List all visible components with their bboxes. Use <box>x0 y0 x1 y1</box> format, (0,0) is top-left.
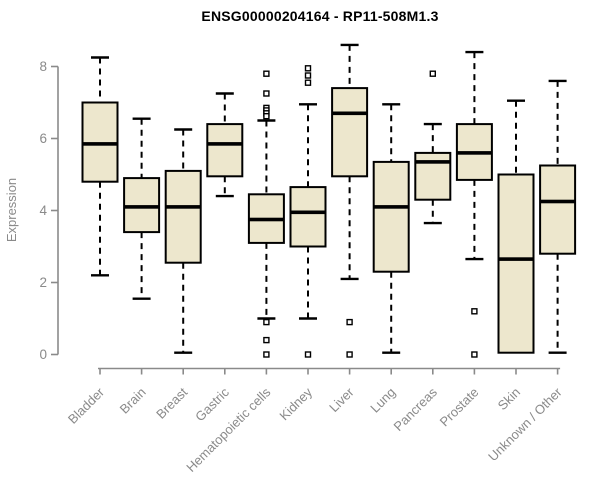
outlier-point <box>471 351 478 358</box>
x-label-pancreas: Pancreas <box>390 384 440 434</box>
box-kidney <box>289 65 327 358</box>
box-lung <box>372 103 410 354</box>
box-gastric <box>206 92 244 198</box>
iqr-box <box>206 123 244 178</box>
median-line <box>373 205 409 209</box>
y-tick-label-4: 4 <box>39 203 47 218</box>
iqr-box <box>164 169 202 264</box>
x-label-breast: Breast <box>153 384 190 421</box>
median-line <box>207 142 243 146</box>
x-label-lung: Lung <box>367 385 398 416</box>
iqr-box <box>539 164 577 255</box>
outlier-point <box>346 351 353 358</box>
median-line <box>332 111 368 116</box>
outlier-point <box>263 90 270 97</box>
chart-title: ENSG00000204164 - RP11-508M1.3 <box>201 8 439 24</box>
box-unknown-other <box>539 79 577 354</box>
y-tick-label-6: 6 <box>39 131 47 146</box>
median-line <box>415 160 451 164</box>
y-axis-label: Expression <box>4 178 19 242</box>
outlier-point <box>263 351 270 358</box>
outlier-point <box>346 318 353 326</box>
median-line <box>165 205 201 209</box>
x-label-prostate: Prostate <box>437 385 482 430</box>
outlier-point <box>304 72 312 79</box>
box-breast <box>164 128 202 354</box>
median-line <box>498 257 534 261</box>
x-label-liver: Liver <box>326 384 357 415</box>
y-tick-label-2: 2 <box>39 275 47 290</box>
box-hematopoietic-cells <box>247 70 285 358</box>
box-skin <box>497 99 535 354</box>
box-bladder <box>81 56 119 277</box>
x-label-bladder: Bladder <box>65 384 108 427</box>
iqr-box <box>372 160 410 273</box>
box-pancreas <box>414 70 452 225</box>
outlier-point <box>263 70 270 77</box>
x-label-unknown-other: Unknown / Other <box>485 384 565 464</box>
outlier-point <box>471 308 478 315</box>
median-line <box>248 217 284 222</box>
outlier-point <box>304 65 312 72</box>
x-label-kidney: Kidney <box>276 384 315 423</box>
iqr-box <box>497 173 535 354</box>
outlier-point <box>263 336 270 344</box>
y-tick-label-8: 8 <box>39 59 47 74</box>
box-brain <box>123 117 161 300</box>
median-line <box>82 142 118 146</box>
y-tick-label-0: 0 <box>39 347 47 362</box>
iqr-box <box>331 87 369 178</box>
x-label-gastric: Gastric <box>192 384 232 424</box>
iqr-box <box>289 186 327 248</box>
x-label-skin: Skin <box>495 385 523 413</box>
box-prostate <box>455 50 493 358</box>
x-label-brain: Brain <box>117 385 149 417</box>
box-liver <box>331 43 369 358</box>
median-line <box>290 210 326 215</box>
outlier-point <box>263 318 270 326</box>
median-line <box>124 205 160 209</box>
outlier-point <box>429 70 436 77</box>
outlier-point <box>304 79 312 86</box>
iqr-box <box>414 151 452 201</box>
outlier-point <box>263 112 270 120</box>
outlier-point <box>304 351 312 358</box>
median-line <box>456 151 492 155</box>
median-line <box>540 199 576 204</box>
